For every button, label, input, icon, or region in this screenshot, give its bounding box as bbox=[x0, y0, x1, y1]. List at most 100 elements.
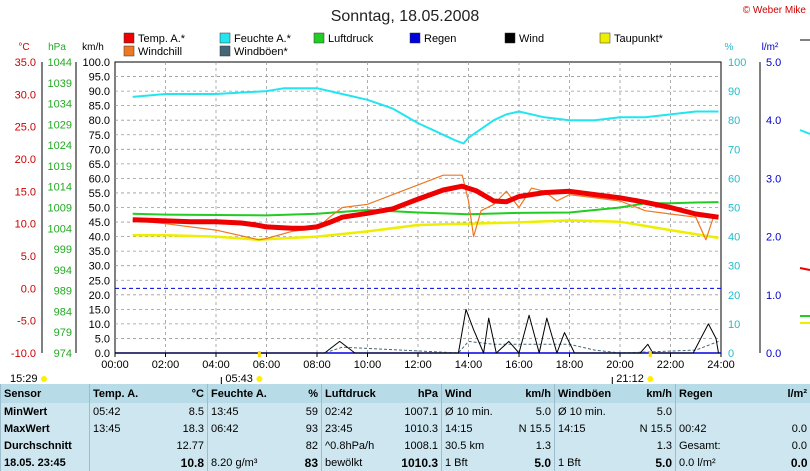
rain-tick-label: 2.0 bbox=[766, 232, 781, 244]
pressure-tick-label: 1044 bbox=[48, 57, 72, 69]
legend-label: Feuchte A.* bbox=[234, 33, 292, 45]
rain-tick-label: 5.0 bbox=[766, 57, 781, 69]
series-layer bbox=[115, 87, 721, 354]
table-cell: Ø 10 min. bbox=[554, 403, 620, 421]
grid bbox=[115, 62, 721, 353]
table-cell bbox=[89, 437, 152, 455]
legend: Temp. A.* Feuchte A.* Luftdruck Regen Wind Ta… bbox=[123, 32, 664, 58]
header-unit-cell: l/m² bbox=[752, 384, 810, 404]
legend-label: Windchill bbox=[138, 46, 182, 58]
rain-tick-label: 4.0 bbox=[766, 115, 781, 127]
x-tick-label: 18:00 bbox=[556, 359, 584, 371]
pressure-tick-label: 1009 bbox=[48, 203, 72, 215]
table-row: Durchschnitt 12.77 82 ^0.8hPa/h 1008.1 30.5 k… bbox=[0, 437, 810, 455]
table-cell: 1 Bft bbox=[441, 454, 505, 471]
day-start-dot bbox=[41, 376, 47, 382]
table-cell-value: N 15.5 bbox=[518, 422, 551, 435]
table-cell: 8.20 g/m³ bbox=[207, 454, 278, 471]
table-row: MinWert 05:42 8.5 13:45 59 02:42 1007.1 Ø 10 mi… bbox=[0, 403, 810, 421]
wind-unit-label: km/h bbox=[82, 42, 104, 53]
table-cell-value: 1010.3 bbox=[401, 455, 438, 470]
row-label: Durchschnitt bbox=[0, 437, 90, 455]
table-cell: 00:42 bbox=[675, 420, 753, 438]
temp-tick-label: 35.0 bbox=[15, 57, 36, 69]
legend-swatch bbox=[123, 32, 135, 44]
wind-tick-label: 15.0 bbox=[89, 304, 110, 316]
humidity-tick-label: 10 bbox=[728, 319, 740, 331]
table-cell: bewölkt bbox=[321, 454, 396, 471]
sunrise-time: 05:43 bbox=[225, 373, 253, 384]
legend-label: Wind bbox=[519, 33, 544, 45]
table-cell-value: 1010.3 bbox=[404, 422, 438, 435]
pressure-tick-label: 1039 bbox=[48, 78, 72, 90]
humidity-tick-label: 50 bbox=[728, 203, 740, 215]
wind-tick-label: 50.0 bbox=[89, 203, 110, 215]
sun-markers: 15:29 05:43 21:12 bbox=[10, 351, 654, 384]
pressure-tick-label: 984 bbox=[54, 306, 72, 318]
header-unit-cell: hPa bbox=[395, 384, 442, 404]
table-cell: 1 Bft bbox=[554, 454, 620, 471]
table-cell-value bbox=[753, 403, 810, 420]
legend-swatch bbox=[219, 45, 231, 57]
wind-tick-label: 30.0 bbox=[89, 261, 110, 273]
pressure-unit-label: hPa bbox=[48, 42, 66, 53]
table-cell-value: 1.3 bbox=[535, 439, 551, 452]
header-cell: Feuchte A. bbox=[207, 384, 278, 404]
wind-tick-label: 20.0 bbox=[89, 290, 110, 302]
wind-tick-label: 5.0 bbox=[95, 333, 110, 345]
pressure-tick-label: 994 bbox=[54, 265, 72, 277]
x-tick-label: 22:00 bbox=[657, 359, 685, 371]
humidity-tick-label: 60 bbox=[728, 173, 740, 185]
axes: 35.0 30.0 25.0 20.0 15.0 10.0 5.0 0.0 -5.0 -10.0 1… bbox=[11, 57, 781, 371]
wind-tick-label: 95.0 bbox=[89, 72, 110, 84]
series-line-temp-a bbox=[132, 183, 719, 231]
x-tick-label: 04:00 bbox=[202, 359, 230, 371]
temp-unit-label: °C bbox=[18, 42, 29, 53]
x-tick-label: 16:00 bbox=[505, 359, 533, 371]
table-cell-value: 83 bbox=[304, 455, 318, 470]
humidity-unit-label: % bbox=[725, 42, 734, 53]
table-cell-value: 59 bbox=[305, 405, 318, 418]
table-cell-value: 8.5 bbox=[188, 405, 204, 418]
temp-tick-label: 20.0 bbox=[15, 154, 36, 166]
table-cell: Ø 10 min. bbox=[441, 403, 505, 421]
table-cell-value: N 15.5 bbox=[639, 422, 672, 435]
table-row: MaxWert 13:45 18.3 06:42 93 23:45 1010.3 14:15 N… bbox=[0, 420, 810, 438]
rain-tick-label: 0.0 bbox=[766, 348, 781, 360]
humidity-tick-label: 70 bbox=[728, 144, 740, 156]
axis-units: °C hPa km/h% l/m² bbox=[18, 42, 779, 53]
weather-chart: Sonntag, 18.05.2008 © Weber Mike Temp. A… bbox=[10, 5, 810, 384]
series-line-wind bbox=[115, 308, 719, 354]
wind-tick-label: 35.0 bbox=[89, 246, 110, 258]
header-unit-cell: °C bbox=[151, 384, 208, 404]
table-cell-value: 1008.1 bbox=[404, 439, 438, 452]
header-unit-cell: % bbox=[277, 384, 322, 404]
right-edge-fragment bbox=[799, 39, 810, 324]
series-line-windchill bbox=[132, 174, 719, 241]
wind-tick-label: 100.0 bbox=[82, 57, 110, 69]
wind-tick-label: 45.0 bbox=[89, 217, 110, 229]
pressure-tick-label: 1004 bbox=[48, 223, 72, 235]
wind-tick-label: 80.0 bbox=[89, 115, 110, 127]
sunrise-marker-dot bbox=[256, 376, 263, 382]
table-header: Sensor Temp. A. °C Feuchte A.% Luftdruck hPa W… bbox=[0, 384, 810, 404]
legend-label: Temp. A.* bbox=[138, 33, 186, 45]
table-cell-value: 5.0 bbox=[535, 405, 551, 418]
rain-tick-label: 1.0 bbox=[766, 290, 781, 302]
x-tick-label: 24:00 bbox=[707, 359, 735, 371]
table-cell: 05:42 bbox=[89, 403, 152, 421]
table-cell-value: 5.0 bbox=[656, 405, 672, 418]
header-cell: Sensor bbox=[0, 384, 90, 404]
row-label: MaxWert bbox=[0, 420, 90, 438]
chart-title: Sonntag, 18.05.2008 bbox=[331, 8, 480, 25]
header-unit-cell: km/h bbox=[619, 384, 676, 404]
table-cell: 14:15 bbox=[441, 420, 505, 438]
copyright: © Weber Mike bbox=[743, 5, 807, 16]
table-cell-value: 0.0 bbox=[790, 455, 808, 470]
table-cell: 30.5 km bbox=[441, 437, 505, 455]
header-cell: Regen bbox=[675, 384, 753, 404]
wind-tick-label: 70.0 bbox=[89, 144, 110, 156]
table-cell-value: 10.8 bbox=[180, 455, 204, 470]
temp-tick-label: -10.0 bbox=[11, 348, 36, 360]
pressure-tick-label: 979 bbox=[54, 327, 72, 339]
